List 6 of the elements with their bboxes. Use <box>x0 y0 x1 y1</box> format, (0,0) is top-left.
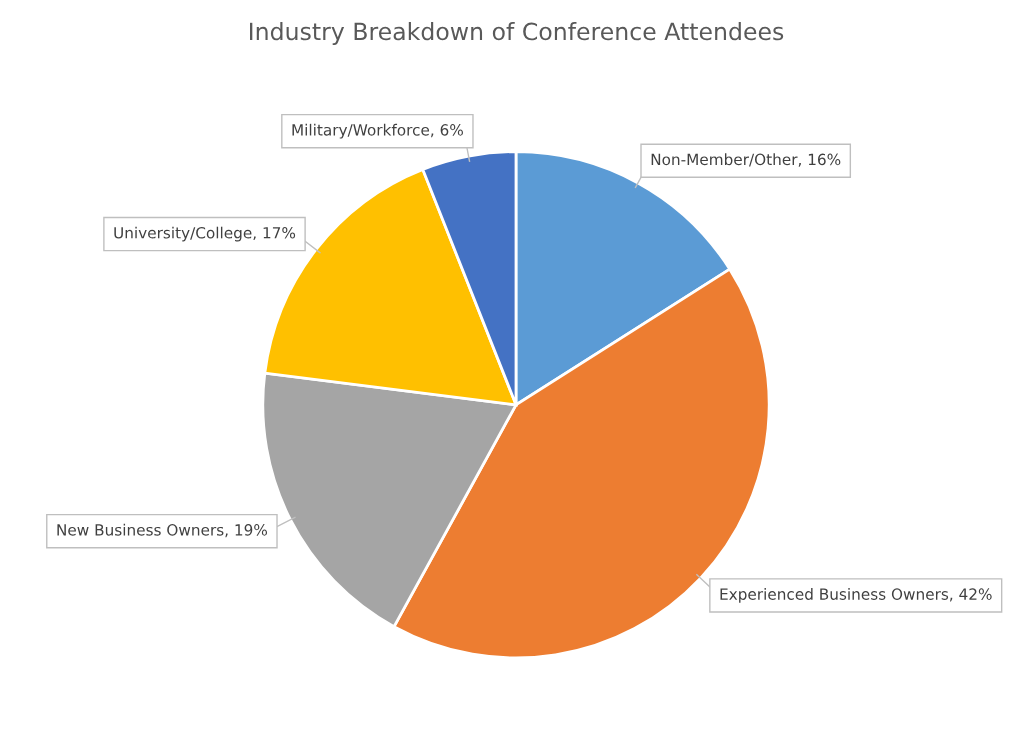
chart-title: Industry Breakdown of Conference Attendees <box>249 22 784 45</box>
slice-label: Non-Member/Other, 16% <box>651 153 841 167</box>
slice-label: University/College, 17% <box>114 226 296 242</box>
slice-label: Experienced Business Owners, 42% <box>720 588 992 603</box>
slice-label: New Business Owners, 19% <box>57 523 268 538</box>
slice-label: Military/Workforce, 6% <box>292 123 463 139</box>
